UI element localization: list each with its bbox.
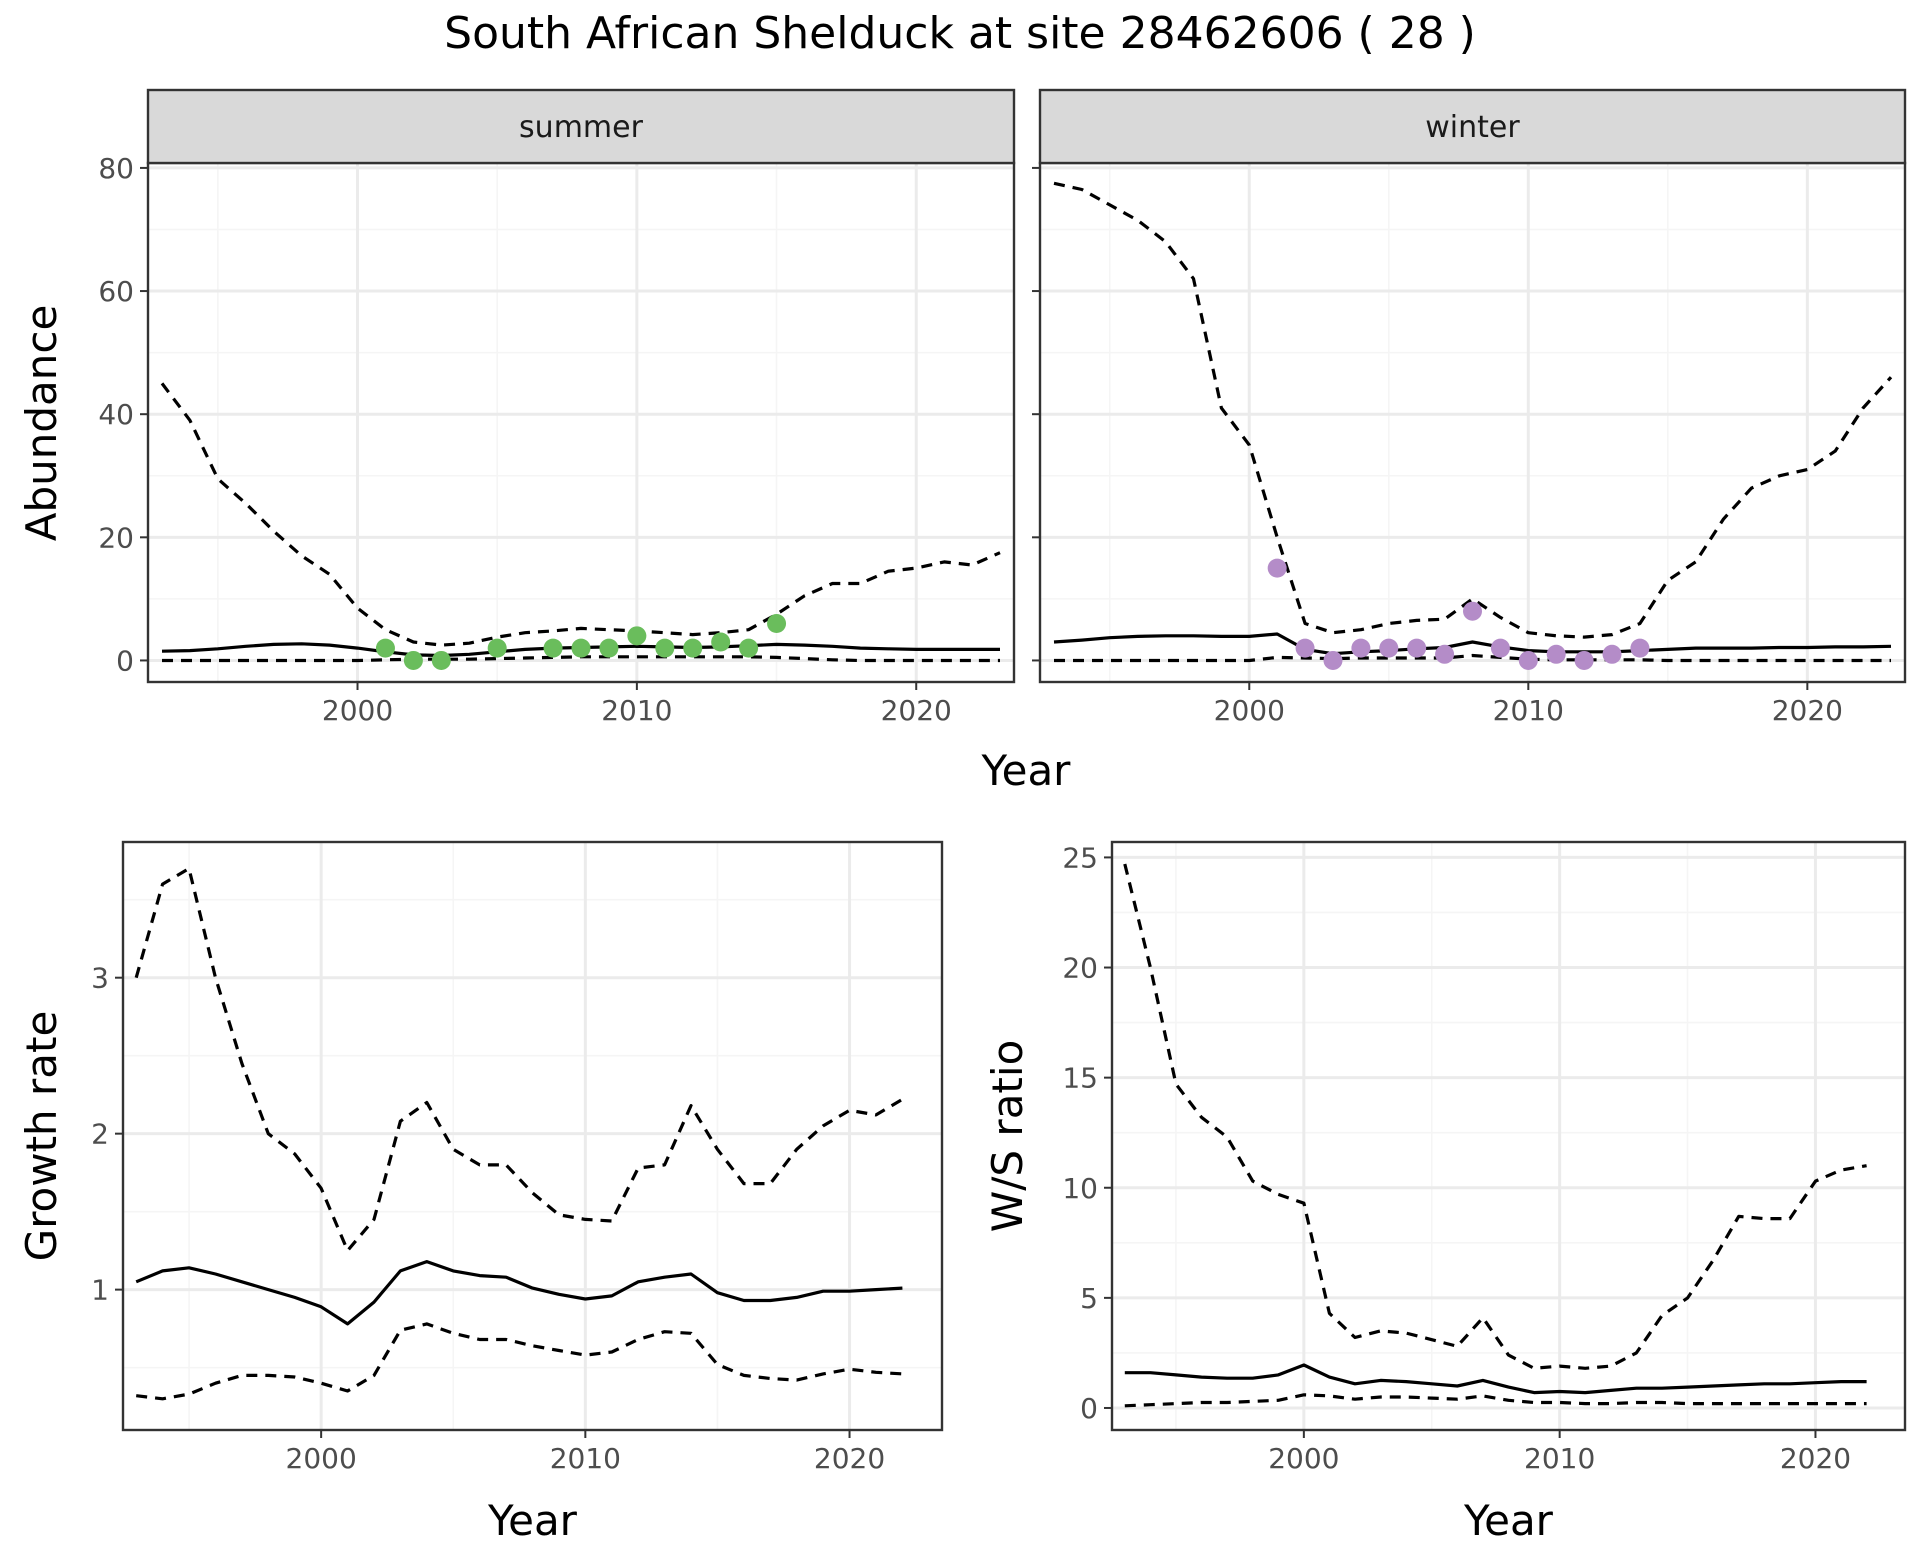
x-tick-label: 2000 xyxy=(1268,1442,1339,1475)
x-tick-label: 2010 xyxy=(550,1442,621,1475)
winter-data-point xyxy=(1407,638,1427,658)
panel-background xyxy=(123,842,942,1430)
x-tick-label: 2010 xyxy=(1524,1442,1595,1475)
x-tick-label: 2000 xyxy=(286,1442,357,1475)
x-axis-title: Year xyxy=(1463,1496,1554,1545)
winter-data-point xyxy=(1630,638,1650,658)
facet-strip xyxy=(1038,88,1907,165)
winter-data-point xyxy=(1351,638,1371,658)
summer-data-point xyxy=(599,638,619,658)
summer-data-point xyxy=(571,638,591,658)
summer-data-point xyxy=(739,638,759,658)
panel-background xyxy=(148,163,1014,682)
y-tick-label: 15 xyxy=(1062,1062,1098,1095)
y-tick-label: 20 xyxy=(98,521,134,554)
summer-data-point xyxy=(403,650,423,670)
growth-series-line xyxy=(134,866,904,1253)
summer-data-point xyxy=(375,638,395,658)
winter-data-point xyxy=(1463,601,1482,621)
winter-data-point xyxy=(1295,638,1315,658)
winter-data-point xyxy=(1602,644,1622,664)
x-tick-label: 2020 xyxy=(814,1442,885,1475)
y-tick-label: 80 xyxy=(98,152,134,185)
y-axis-title: Abundance xyxy=(17,305,66,542)
y-tick-label: 0 xyxy=(1080,1392,1098,1425)
x-axis-title: Year xyxy=(981,746,1072,795)
growth-series-line xyxy=(135,1259,903,1326)
x-tick-label: 2000 xyxy=(1214,694,1285,727)
summer-data-point xyxy=(543,638,563,658)
x-tick-label: 2020 xyxy=(881,694,952,727)
x-tick-label: 2010 xyxy=(601,694,672,727)
summer-data-point xyxy=(431,650,451,670)
growth-series-line xyxy=(136,1322,903,1401)
summer-data-point xyxy=(655,638,675,658)
panel-border xyxy=(121,840,944,1432)
winter-data-point xyxy=(1546,644,1566,664)
summer-data-point xyxy=(487,638,507,658)
x-tick-label: 2000 xyxy=(322,694,393,727)
y-tick-label: 3 xyxy=(91,962,109,995)
y-tick-label: 25 xyxy=(1062,841,1098,874)
summer-data-point xyxy=(683,638,703,658)
winter-data-point xyxy=(1490,638,1510,658)
facet-strip-label: summer xyxy=(519,110,644,145)
ratio-series-line xyxy=(1124,1393,1867,1408)
winter-data-point xyxy=(1267,558,1287,578)
panel-background xyxy=(1112,842,1905,1430)
y-tick-label: 2 xyxy=(91,1118,109,1151)
y-tick-label: 5 xyxy=(1080,1282,1098,1315)
x-axis-title: Year xyxy=(487,1496,578,1545)
panel-background xyxy=(1040,163,1905,682)
figure-title: South African Shelduck at site 28462606 … xyxy=(444,8,1476,59)
summer-data-point xyxy=(711,632,731,652)
ratio-series-line xyxy=(1123,863,1867,1370)
winter-data-point xyxy=(1323,650,1343,670)
summer-data-point xyxy=(627,626,647,646)
ratio-series-line xyxy=(1124,1363,1867,1395)
y-tick-label: 0 xyxy=(116,644,134,677)
summer-data-point xyxy=(767,614,787,634)
summer-series-line xyxy=(160,382,1001,647)
y-tick-label: 20 xyxy=(1062,952,1098,985)
y-tick-label: 10 xyxy=(1062,1172,1098,1205)
winter-data-point xyxy=(1518,650,1538,670)
panel-border xyxy=(1110,840,1907,1432)
facet-strip xyxy=(146,88,1016,165)
y-tick-label: 60 xyxy=(98,275,134,308)
winter-series-line xyxy=(1054,653,1891,663)
y-axis-title: W/S ratio xyxy=(983,1040,1032,1233)
winter-data-point xyxy=(1379,638,1399,658)
winter-data-point xyxy=(1435,644,1455,664)
winter-data-point xyxy=(1574,650,1594,670)
y-axis-title: Growth rate xyxy=(17,1011,66,1262)
x-tick-label: 2020 xyxy=(1780,1442,1851,1475)
y-tick-label: 1 xyxy=(91,1274,109,1307)
x-tick-label: 2010 xyxy=(1493,694,1564,727)
y-tick-label: 40 xyxy=(98,398,134,431)
winter-series-line xyxy=(1053,632,1892,656)
facet-strip-label: winter xyxy=(1425,110,1520,145)
winter-series-line xyxy=(1053,181,1893,639)
x-tick-label: 2020 xyxy=(1772,694,1843,727)
